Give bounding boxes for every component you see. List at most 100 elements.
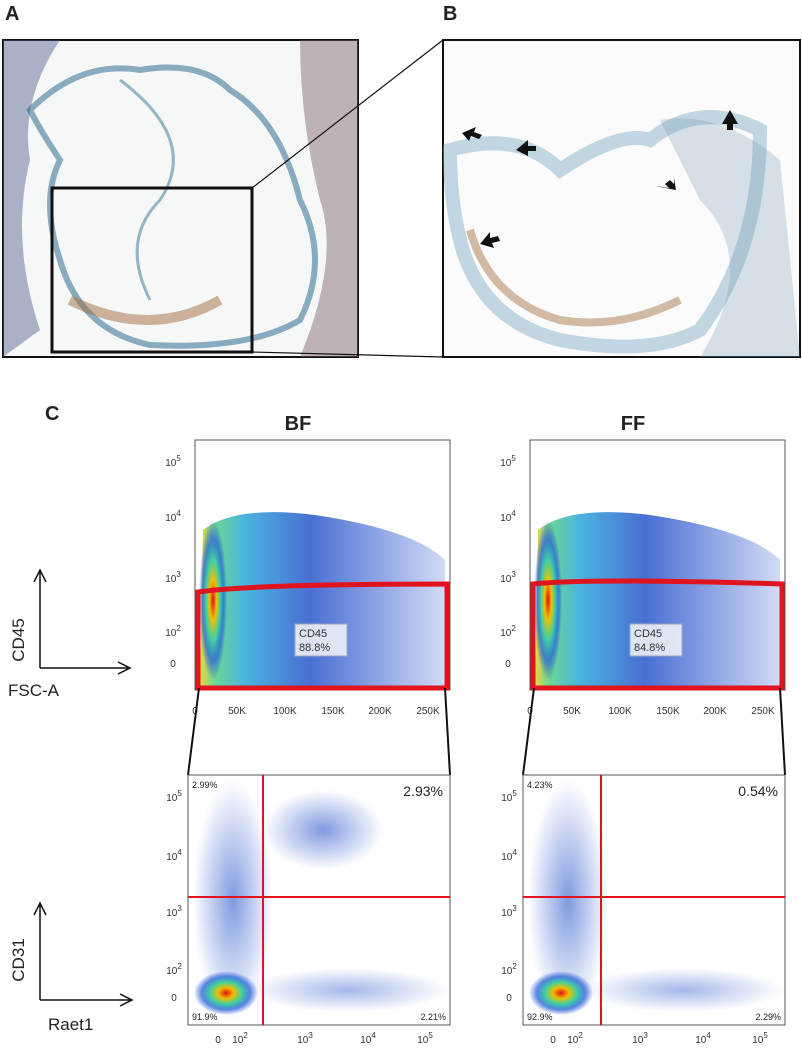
tick-label: 104: [501, 848, 517, 863]
column-title: BF: [285, 413, 312, 435]
tick-label: 105: [166, 789, 182, 804]
density: [529, 971, 593, 1015]
tick-exponent: 3: [308, 1031, 313, 1040]
tick-exponent: 5: [511, 454, 516, 463]
quadrant-percent: 4.23%: [527, 780, 553, 790]
tick-label: 200K: [368, 706, 392, 717]
tick-label: 0: [505, 659, 511, 670]
tick-base: 10: [567, 1035, 579, 1046]
tick-base: 10: [500, 513, 512, 524]
tick-label: 105: [500, 454, 516, 469]
tick-base: 0: [170, 659, 176, 670]
density: [194, 971, 258, 1015]
tick-exponent: 4: [176, 509, 181, 518]
tick-label: 150K: [656, 706, 680, 717]
panel-label: A: [5, 3, 19, 25]
tick-label: 104: [165, 509, 181, 524]
tick-label: 250K: [751, 706, 775, 717]
tick-exponent: 3: [511, 570, 516, 579]
tick-label: 104: [695, 1031, 711, 1046]
tick-exponent: 5: [763, 1031, 768, 1040]
zoom-line: [779, 687, 786, 776]
quadrant-percent: 91.9%: [192, 1012, 218, 1022]
tick-base: 10: [501, 852, 513, 863]
tick-base: 10: [500, 574, 512, 585]
tick-base: 10: [695, 1035, 707, 1046]
tick-exponent: 2: [511, 624, 516, 633]
tick-exponent: 3: [512, 904, 517, 913]
tick-label: 105: [165, 454, 181, 469]
tick-label: 250K: [416, 706, 440, 717]
tick-label: 100K: [608, 706, 632, 717]
quadrant-percent: 0.54%: [738, 783, 778, 799]
density: [200, 512, 445, 688]
tick-exponent: 5: [176, 454, 181, 463]
tick-exponent: 2: [243, 1031, 248, 1040]
tick-base: 10: [165, 628, 177, 639]
zoom-line: [187, 687, 200, 776]
tick-exponent: 2: [176, 624, 181, 633]
axis-label: FSC-A: [8, 681, 60, 700]
zoom-line: [251, 351, 444, 358]
tick-exponent: 2: [578, 1031, 583, 1040]
tick-base: 10: [165, 574, 177, 585]
tick-base: 10: [752, 1035, 764, 1046]
quadrant-percent: 92.9%: [527, 1012, 553, 1022]
tick-label: 103: [166, 904, 182, 919]
density: [263, 790, 383, 870]
quadrant-percent: 2.93%: [403, 783, 443, 799]
tick-label: 105: [752, 1031, 768, 1046]
density: [528, 780, 608, 1020]
density: [583, 968, 783, 1012]
axis-label: Raet1: [48, 1015, 93, 1034]
gate: [195, 581, 450, 691]
tick-label: 0: [170, 659, 176, 670]
density: [248, 968, 448, 1012]
tick-base: 10: [501, 966, 513, 977]
tick-label: 200K: [703, 706, 727, 717]
density: [193, 780, 273, 1020]
gate-label-box: [629, 623, 683, 657]
tick-base: 10: [360, 1035, 372, 1046]
tick-base: 10: [297, 1035, 309, 1046]
tick-label: 105: [417, 1031, 433, 1046]
tick-label: 102: [500, 624, 516, 639]
tick-label: 103: [165, 570, 181, 585]
tick-label: 103: [500, 570, 516, 585]
panel-label: C: [45, 403, 59, 425]
tick-base: 10: [166, 908, 178, 919]
tick-exponent: 3: [643, 1031, 648, 1040]
tick-exponent: 4: [177, 848, 182, 857]
tick-base: 0: [215, 1035, 221, 1046]
tick-label: 104: [166, 848, 182, 863]
tick-label: 0: [171, 993, 177, 1004]
tick-label: 0: [550, 1035, 556, 1046]
tick-label: 0: [215, 1035, 221, 1046]
density: [199, 520, 227, 680]
tick-base: 10: [500, 628, 512, 639]
tick-base: 10: [166, 793, 178, 804]
tick-label: 104: [360, 1031, 376, 1046]
tick-exponent: 3: [176, 570, 181, 579]
tick-label: 100K: [273, 706, 297, 717]
tick-label: 103: [297, 1031, 313, 1046]
tick-base: 0: [550, 1035, 556, 1046]
tick-label: 102: [501, 962, 517, 977]
tick-base: 0: [505, 659, 511, 670]
gate: [530, 578, 785, 691]
tick-base: 10: [632, 1035, 644, 1046]
density: [534, 520, 562, 680]
tick-base: 10: [165, 458, 177, 469]
tick-label: 0: [506, 993, 512, 1004]
tick-label: 105: [501, 789, 517, 804]
tick-exponent: 5: [428, 1031, 433, 1040]
tick-exponent: 4: [706, 1031, 711, 1040]
zoom-line: [444, 687, 451, 776]
tick-label: 102: [567, 1031, 583, 1046]
tick-label: 50K: [228, 706, 246, 717]
tick-label: 50K: [563, 706, 581, 717]
tick-label: 103: [501, 904, 517, 919]
tick-exponent: 3: [177, 904, 182, 913]
tick-base: 10: [165, 513, 177, 524]
